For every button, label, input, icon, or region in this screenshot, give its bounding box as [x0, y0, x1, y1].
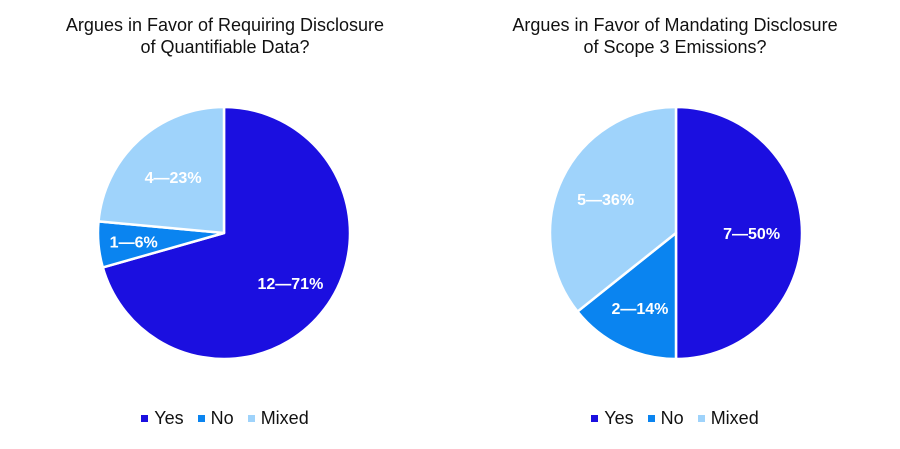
legend: Yes No Mixed: [0, 408, 450, 429]
legend-swatch-yes: [141, 415, 149, 422]
legend-label-yes: Yes: [604, 408, 634, 428]
legend-item-no: No: [197, 408, 234, 429]
legend-swatch-mixed: [697, 415, 705, 422]
pie-label-mixed: 4—23%: [145, 170, 202, 187]
legend-label-mixed: Mixed: [260, 408, 309, 428]
pie-svg: 7—50% 2—14% 5—36%: [548, 105, 804, 361]
pie-label-yes: 7—50%: [723, 226, 780, 243]
legend-swatch-mixed: [247, 415, 255, 422]
pie-svg: 12—71% 1—6% 4—23%: [96, 105, 352, 361]
chart-title-line-1: Argues in Favor of Mandating Disclosure: [512, 15, 838, 35]
legend-item-yes: Yes: [591, 408, 634, 429]
pie-chart-scope-3-emissions: Argues in Favor of Mandating Disclosure …: [450, 0, 900, 449]
legend-swatch-yes: [591, 415, 599, 422]
legend-item-no: No: [647, 408, 684, 429]
legend-item-mixed: Mixed: [247, 408, 309, 429]
legend-item-mixed: Mixed: [697, 408, 759, 429]
chart-title: Argues in Favor of Mandating Disclosure …: [450, 14, 900, 58]
legend-swatch-no: [197, 415, 205, 422]
chart-title: Argues in Favor of Requiring Disclosure …: [0, 14, 450, 58]
pie-label-no: 2—14%: [611, 301, 668, 318]
pie-chart-quantifiable-data: Argues in Favor of Requiring Disclosure …: [0, 14, 450, 429]
pie-slice-no: [576, 231, 678, 361]
legend-label-yes: Yes: [154, 408, 184, 428]
legend-label-mixed: Mixed: [710, 408, 759, 428]
legend-label-no: No: [660, 408, 684, 428]
pie-slice-yes: [674, 105, 804, 361]
chart-title-line-2: of Scope 3 Emissions?: [583, 37, 767, 57]
legend-swatch-no: [647, 415, 655, 422]
pie-label-mixed: 5—36%: [577, 192, 634, 209]
chart-title-line-2: of Quantifiable Data?: [140, 37, 310, 57]
pie-slice-mixed: [548, 105, 678, 313]
pie-label-no: 1—6%: [110, 234, 158, 251]
legend: Yes No Mixed: [450, 408, 900, 429]
pie-slice-yes: [101, 105, 352, 361]
pie-slice-mixed: [97, 105, 226, 235]
pie-label-yes: 12—71%: [257, 276, 323, 293]
legend-label-no: No: [210, 408, 234, 428]
legend-item-yes: Yes: [141, 408, 184, 429]
chart-title-line-1: Argues in Favor of Requiring Disclosure: [65, 15, 385, 35]
